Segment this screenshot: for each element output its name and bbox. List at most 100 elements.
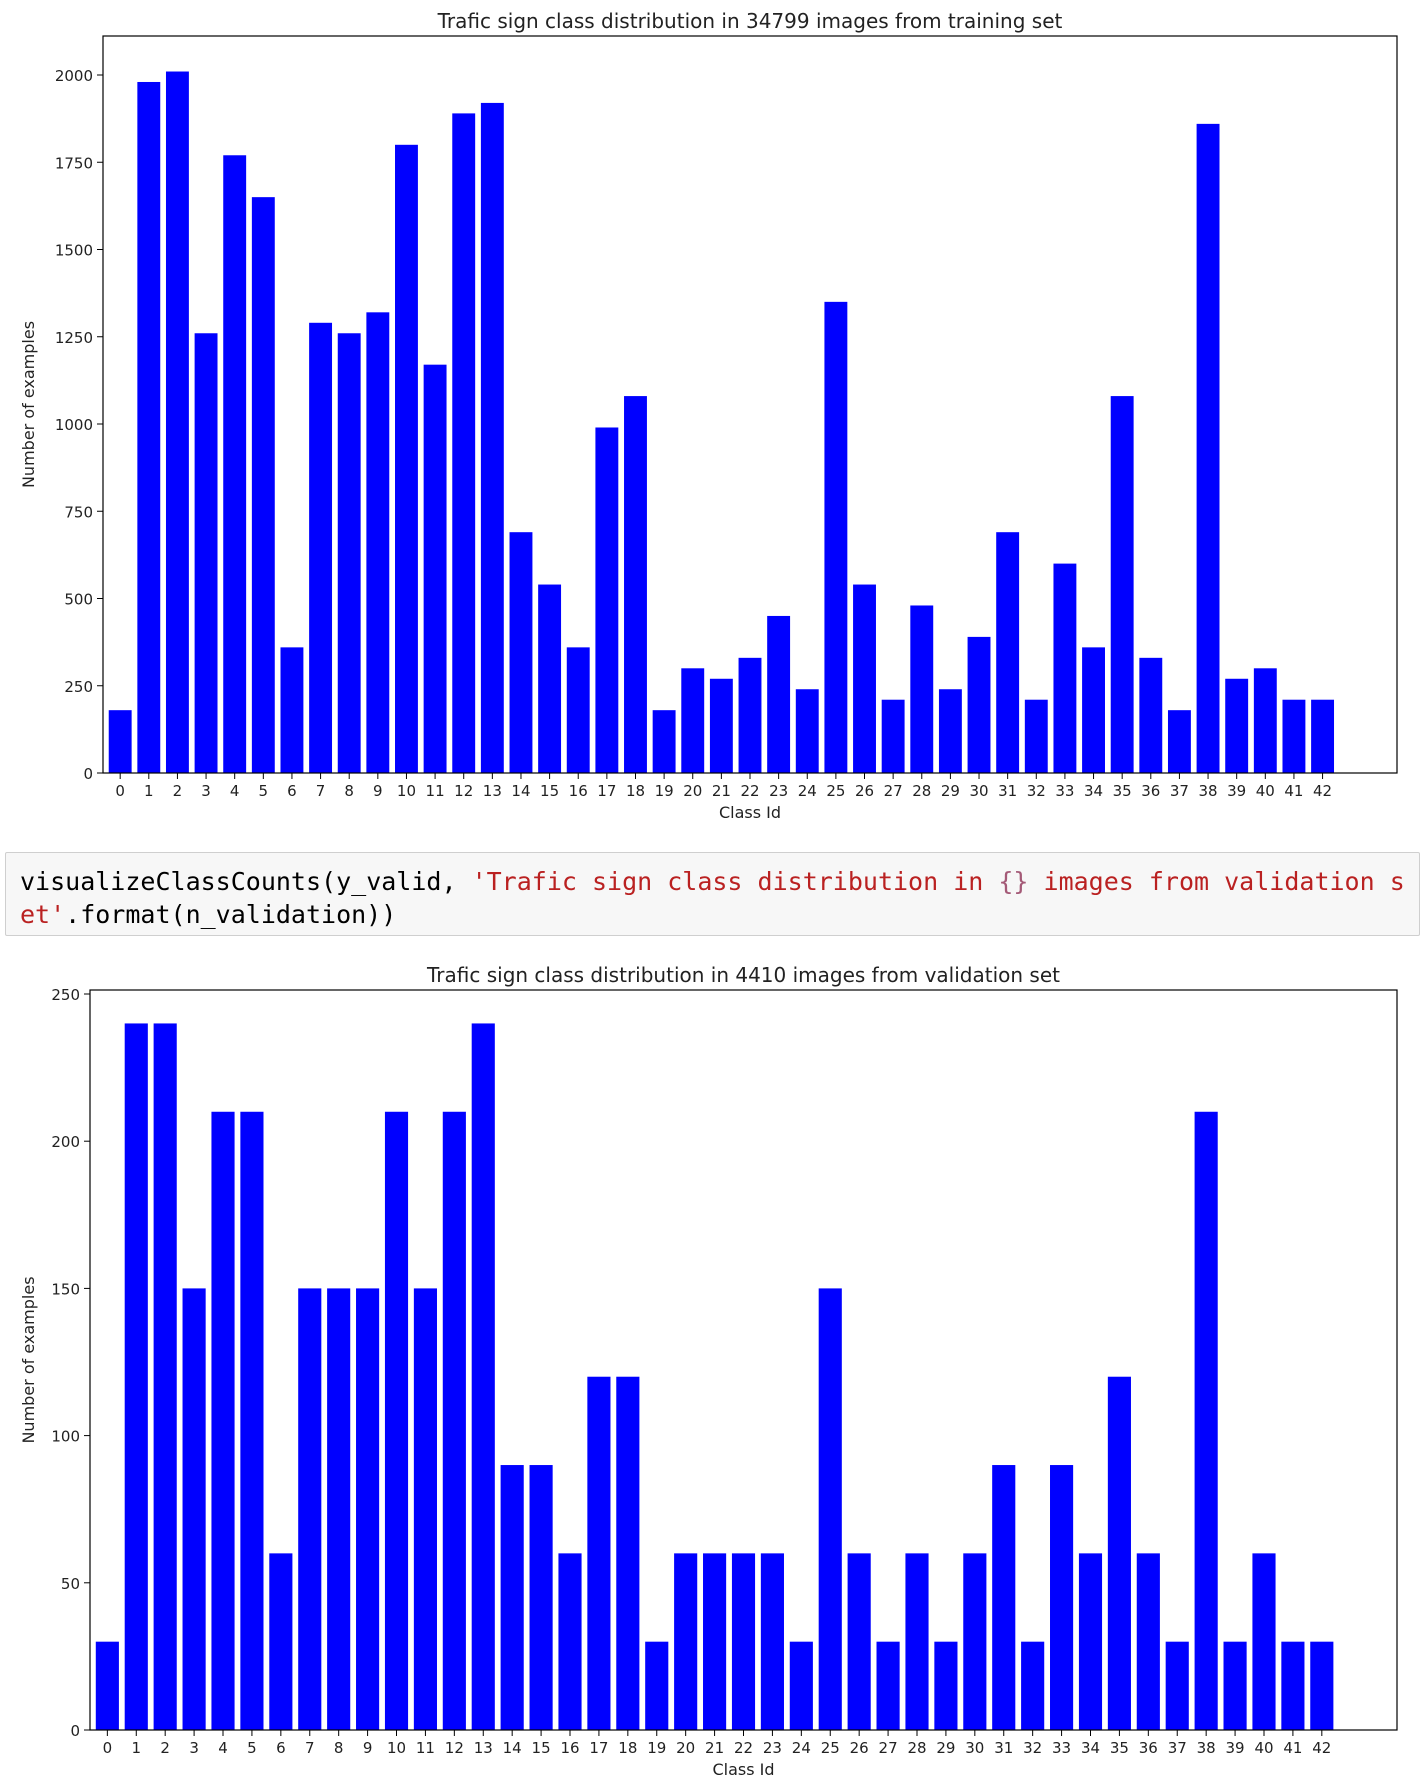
x-tick-label: 13: [474, 1739, 493, 1757]
bar-class-21: [703, 1553, 727, 1730]
bar-class-11: [413, 1288, 437, 1730]
chart-title: Trafic sign class distribution in 34799 …: [437, 9, 1063, 33]
x-tick-label: 28: [912, 782, 931, 800]
x-tick-label: 7: [305, 1739, 315, 1757]
y-tick-label: 250: [51, 986, 80, 1004]
bar-class-28: [910, 605, 934, 773]
x-tick-label: 20: [683, 782, 702, 800]
bar-class-30: [963, 1553, 987, 1730]
x-tick-label: 19: [655, 782, 674, 800]
x-tick-label: 0: [115, 782, 125, 800]
bar-class-15: [538, 584, 562, 773]
x-tick-label: 3: [189, 1739, 199, 1757]
x-tick-label: 14: [511, 782, 530, 800]
bar-class-36: [1139, 657, 1163, 773]
bar-class-18: [616, 1376, 640, 1730]
x-tick-label: 30: [965, 1739, 984, 1757]
x-tick-label: 10: [397, 782, 416, 800]
bar-class-24: [789, 1641, 813, 1730]
y-axis-label: Number of examples: [19, 1276, 38, 1443]
x-tick-label: 42: [1313, 782, 1332, 800]
x-tick-label: 27: [884, 782, 903, 800]
bar-class-20: [674, 1553, 698, 1730]
x-tick-label: 18: [626, 782, 645, 800]
x-tick-label: 16: [560, 1739, 579, 1757]
bar-class-1: [124, 1023, 148, 1730]
x-tick-label: 28: [907, 1739, 926, 1757]
x-tick-label: 41: [1284, 782, 1303, 800]
bar-class-27: [876, 1641, 900, 1730]
bar-class-33: [1050, 1465, 1074, 1730]
x-tick-label: 39: [1227, 782, 1246, 800]
code-string-literal-end: images from validation set': [20, 867, 1405, 929]
bar-class-23: [760, 1553, 784, 1730]
bar-class-25: [818, 1288, 842, 1730]
bar-class-19: [652, 710, 676, 773]
x-tick-label: 29: [936, 1739, 955, 1757]
y-tick-label: 100: [51, 1428, 80, 1446]
x-tick-label: 12: [454, 782, 473, 800]
x-tick-label: 38: [1197, 1739, 1216, 1757]
code-function-name: visualizeClassCounts: [20, 867, 322, 896]
x-tick-label: 27: [879, 1739, 898, 1757]
bar-class-14: [509, 532, 533, 773]
x-tick-label: 32: [1023, 1739, 1042, 1757]
bar-class-42: [1310, 1641, 1334, 1730]
bar-class-32: [1024, 699, 1048, 773]
x-tick-label: 21: [712, 782, 731, 800]
y-tick-label: 1500: [55, 242, 93, 260]
x-tick-label: 37: [1168, 1739, 1187, 1757]
x-tick-label: 9: [373, 782, 383, 800]
bar-class-4: [223, 155, 247, 773]
bar-class-23: [767, 615, 791, 773]
bar-class-3: [194, 333, 218, 773]
code-format-call: .format(n_validation)): [65, 900, 397, 929]
x-tick-label: 23: [769, 782, 788, 800]
bar-class-22: [738, 657, 762, 773]
x-tick-label: 26: [855, 782, 874, 800]
bar-class-8: [327, 1288, 351, 1730]
x-tick-label: 12: [445, 1739, 464, 1757]
bar-class-16: [558, 1553, 582, 1730]
y-tick-label: 750: [64, 503, 93, 521]
bar-class-41: [1282, 699, 1306, 773]
bar-class-10: [395, 144, 418, 774]
bar-class-26: [853, 584, 876, 773]
bar-class-0: [108, 710, 132, 773]
bar-class-5: [240, 1111, 264, 1730]
bar-class-34: [1082, 647, 1105, 773]
x-tick-label: 18: [618, 1739, 637, 1757]
y-tick-label: 2000: [55, 67, 93, 85]
y-axis-label: Number of examples: [19, 321, 38, 488]
x-tick-label: 17: [597, 782, 616, 800]
x-tick-label: 24: [792, 1739, 811, 1757]
y-tick-label: 200: [51, 1133, 80, 1151]
code-format-placeholder: {}: [998, 867, 1029, 896]
x-tick-label: 17: [589, 1739, 608, 1757]
x-tick-label: 26: [850, 1739, 869, 1757]
bar-class-40: [1252, 1553, 1276, 1730]
code-cell[interactable]: visualizeClassCounts(y_valid, 'Trafic si…: [5, 852, 1420, 936]
validation-class-distribution-chart: Trafic sign class distribution in 4410 i…: [19, 963, 1398, 1779]
bar-class-39: [1223, 1641, 1247, 1730]
x-tick-label: 25: [821, 1739, 840, 1757]
bar-class-12: [452, 113, 476, 773]
x-tick-label: 40: [1256, 782, 1275, 800]
bar-class-41: [1281, 1641, 1305, 1730]
bar-class-14: [500, 1465, 524, 1730]
x-tick-label: 15: [532, 1739, 551, 1757]
bar-class-30: [967, 636, 991, 773]
code-string-literal-start: 'Trafic sign class distribution in: [471, 867, 999, 896]
x-tick-label: 22: [734, 1739, 753, 1757]
x-tick-label: 20: [676, 1739, 695, 1757]
x-tick-label: 42: [1312, 1739, 1331, 1757]
x-tick-label: 36: [1141, 782, 1160, 800]
x-tick-label: 0: [103, 1739, 113, 1757]
bar-class-4: [211, 1111, 235, 1730]
bar-class-9: [366, 312, 390, 773]
x-tick-label: 36: [1139, 1739, 1158, 1757]
bar-class-7: [298, 1288, 322, 1730]
bar-class-19: [645, 1641, 669, 1730]
bar-class-31: [992, 1465, 1016, 1730]
bar-class-8: [337, 333, 361, 773]
